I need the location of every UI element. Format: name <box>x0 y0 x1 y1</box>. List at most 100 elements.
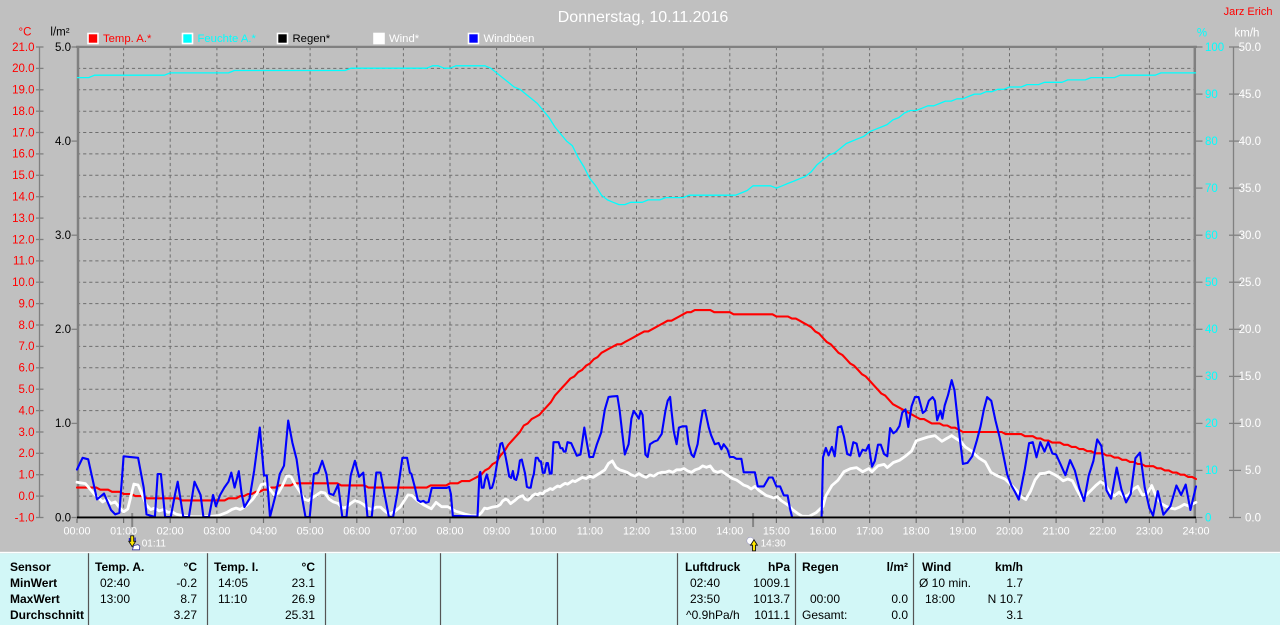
svg-text:23.1: 23.1 <box>292 576 316 590</box>
svg-text:24:00: 24:00 <box>1182 526 1209 538</box>
svg-text:15.0: 15.0 <box>12 170 34 182</box>
svg-text:25.0: 25.0 <box>1239 277 1261 289</box>
svg-text:9.0: 9.0 <box>19 298 35 310</box>
svg-text:30.0: 30.0 <box>1239 230 1261 242</box>
svg-text:09:00: 09:00 <box>483 526 510 538</box>
svg-text:00:00: 00:00 <box>810 592 840 606</box>
svg-text:25.31: 25.31 <box>285 608 315 622</box>
svg-text:11.0: 11.0 <box>13 256 35 268</box>
svg-text:0.0: 0.0 <box>55 512 71 524</box>
svg-text:Temp. I.: Temp. I. <box>214 560 258 574</box>
svg-text:^0.9hPa/h: ^0.9hPa/h <box>686 608 740 622</box>
svg-text:16.0: 16.0 <box>12 149 34 161</box>
svg-text:1009.1: 1009.1 <box>753 576 790 590</box>
svg-text:60: 60 <box>1205 230 1218 242</box>
svg-text:1011.1: 1011.1 <box>754 608 790 622</box>
svg-text:18:00: 18:00 <box>903 526 930 538</box>
svg-text:40.0: 40.0 <box>1239 136 1261 148</box>
svg-text:10.0: 10.0 <box>12 277 34 289</box>
svg-text:4.0: 4.0 <box>19 405 35 417</box>
svg-text:5.0: 5.0 <box>1245 465 1261 477</box>
svg-text:5.0: 5.0 <box>55 42 71 54</box>
svg-text:-1.0: -1.0 <box>15 512 35 524</box>
svg-text:0.0: 0.0 <box>19 491 35 503</box>
svg-text:Gesamt:: Gesamt: <box>802 608 847 622</box>
svg-text:50.0: 50.0 <box>1239 42 1261 54</box>
svg-text:18.0: 18.0 <box>12 106 34 118</box>
svg-text:7.0: 7.0 <box>19 341 35 353</box>
svg-text:45.0: 45.0 <box>1239 89 1261 101</box>
svg-text:MaxWert: MaxWert <box>10 592 60 606</box>
svg-text:13:00: 13:00 <box>100 592 130 606</box>
svg-text:Temp. A.: Temp. A. <box>95 560 144 574</box>
svg-text:22:00: 22:00 <box>1089 526 1116 538</box>
svg-text:07:00: 07:00 <box>390 526 417 538</box>
svg-text:20.0: 20.0 <box>12 63 34 75</box>
svg-text:13:00: 13:00 <box>670 526 697 538</box>
svg-text:3.0: 3.0 <box>19 427 35 439</box>
svg-text:Feuchte A.*: Feuchte A.* <box>198 33 257 45</box>
svg-text:21.0: 21.0 <box>12 42 34 54</box>
svg-text:20: 20 <box>1205 418 1218 430</box>
svg-text:12:00: 12:00 <box>623 526 650 538</box>
svg-text:20:00: 20:00 <box>996 526 1023 538</box>
svg-text:14.0: 14.0 <box>12 192 34 204</box>
svg-text:3.27: 3.27 <box>174 608 198 622</box>
svg-text:-0.2: -0.2 <box>176 576 197 590</box>
svg-text:11:00: 11:00 <box>577 526 603 538</box>
svg-text:Jarz Erich: Jarz Erich <box>1224 6 1273 18</box>
svg-text:40: 40 <box>1205 324 1218 336</box>
svg-text:06:00: 06:00 <box>343 526 370 538</box>
svg-text:3.1: 3.1 <box>1006 608 1023 622</box>
svg-text:17.0: 17.0 <box>12 127 34 139</box>
svg-text:19:00: 19:00 <box>949 526 976 538</box>
svg-text:6.0: 6.0 <box>19 363 35 375</box>
svg-text:3.0: 3.0 <box>55 230 71 242</box>
svg-text:14:00: 14:00 <box>716 526 743 538</box>
svg-text:l/m²: l/m² <box>887 560 908 574</box>
svg-text:Donnerstag, 10.11.2016: Donnerstag, 10.11.2016 <box>558 9 729 26</box>
svg-text:km/h: km/h <box>1235 28 1260 40</box>
svg-text:10:00: 10:00 <box>530 526 557 538</box>
svg-text:02:40: 02:40 <box>100 576 130 590</box>
svg-text:20.0: 20.0 <box>1239 324 1261 336</box>
svg-text:14:30: 14:30 <box>761 538 786 549</box>
svg-text:8.7: 8.7 <box>180 592 197 606</box>
svg-text:08:00: 08:00 <box>436 526 463 538</box>
svg-text:Temp. A.*: Temp. A.* <box>103 33 152 45</box>
svg-text:90: 90 <box>1205 89 1218 101</box>
svg-text:Regen*: Regen* <box>293 33 331 45</box>
svg-text:12.0: 12.0 <box>12 234 34 246</box>
svg-text:17:00: 17:00 <box>856 526 883 538</box>
svg-text:16:00: 16:00 <box>809 526 836 538</box>
svg-text:13.0: 13.0 <box>12 213 34 225</box>
svg-text:1.0: 1.0 <box>19 470 35 482</box>
svg-text:04:00: 04:00 <box>250 526 277 538</box>
svg-text:03:00: 03:00 <box>203 526 230 538</box>
svg-text:Ø 10 min.: Ø 10 min. <box>919 576 971 590</box>
svg-text:05:00: 05:00 <box>297 526 324 538</box>
svg-text:19.0: 19.0 <box>12 85 34 97</box>
svg-text:Durchschnitt: Durchschnitt <box>10 608 84 622</box>
svg-text:21:00: 21:00 <box>1043 526 1070 538</box>
svg-text:5.0: 5.0 <box>19 384 35 396</box>
svg-text:%: % <box>1197 28 1207 40</box>
svg-text:00:00: 00:00 <box>63 526 90 538</box>
svg-text:100: 100 <box>1205 42 1224 54</box>
svg-text:Regen: Regen <box>802 560 839 574</box>
svg-text:1.0: 1.0 <box>55 418 71 430</box>
svg-text:02:40: 02:40 <box>690 576 720 590</box>
svg-text:Luftdruck: Luftdruck <box>685 560 741 574</box>
svg-text:01:00: 01:00 <box>110 526 137 538</box>
svg-text:hPa: hPa <box>768 560 790 574</box>
svg-text:14:05: 14:05 <box>218 576 248 590</box>
svg-text:°C: °C <box>302 560 316 574</box>
svg-text:80: 80 <box>1205 136 1218 148</box>
svg-text:8.0: 8.0 <box>19 320 35 332</box>
svg-text:15:00: 15:00 <box>763 526 790 538</box>
svg-text:10.0: 10.0 <box>1239 418 1261 430</box>
svg-text:4.0: 4.0 <box>55 136 71 148</box>
svg-text:15.0: 15.0 <box>1239 371 1261 383</box>
svg-text:Wind*: Wind* <box>389 33 420 45</box>
svg-text:km/h: km/h <box>995 560 1023 574</box>
